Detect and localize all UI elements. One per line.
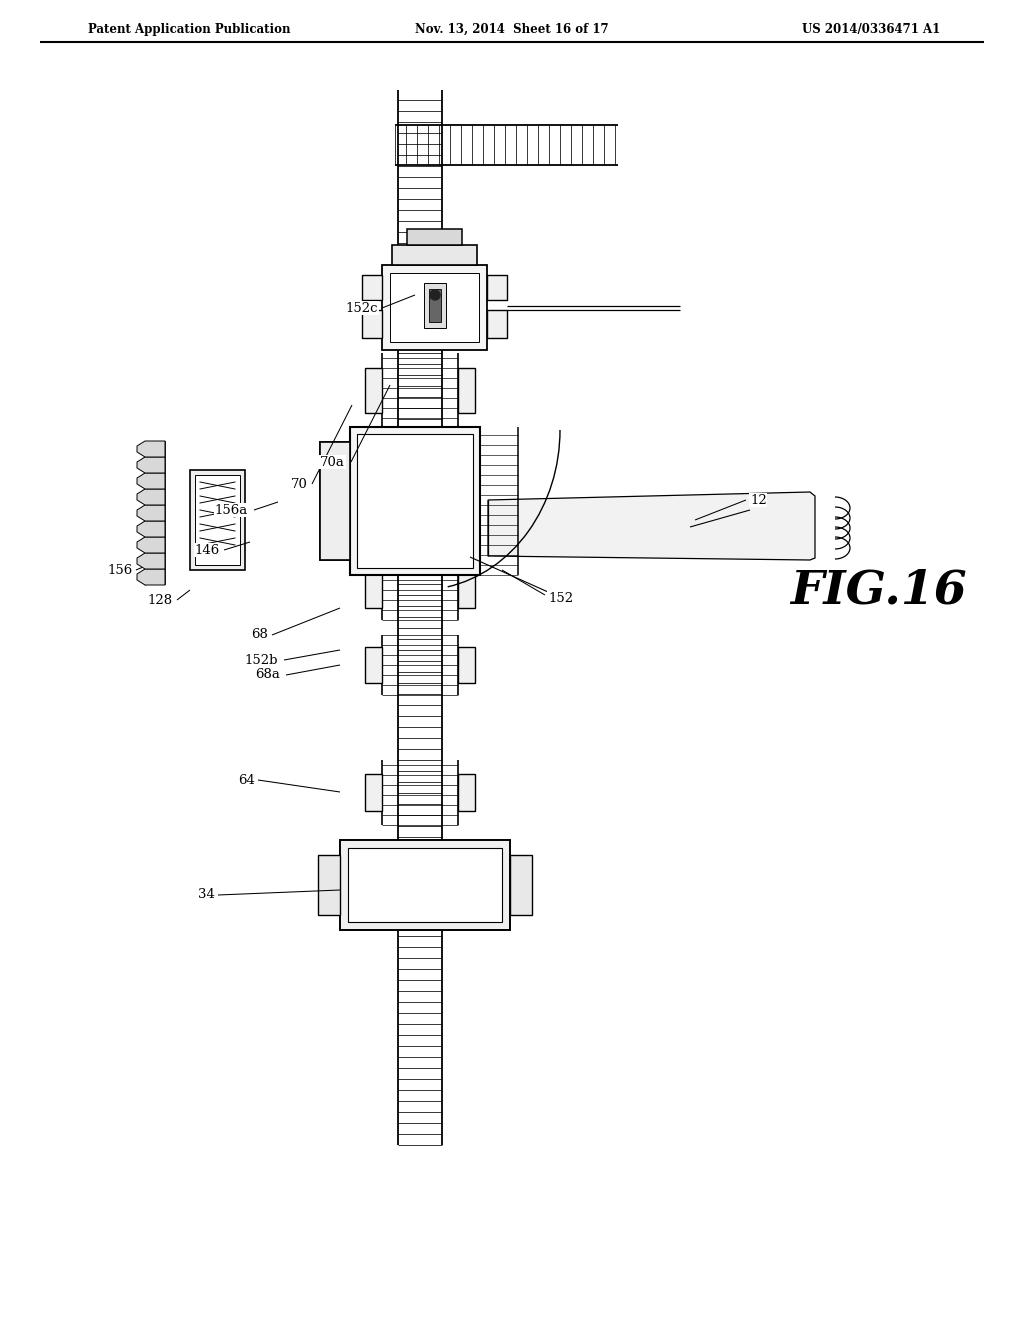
Bar xyxy=(390,273,479,342)
Text: 12: 12 xyxy=(750,494,767,507)
Text: US 2014/0336471 A1: US 2014/0336471 A1 xyxy=(802,22,940,36)
Bar xyxy=(365,647,382,682)
Text: 128: 128 xyxy=(147,594,173,606)
Bar xyxy=(392,246,477,265)
Polygon shape xyxy=(137,553,165,569)
Bar xyxy=(365,572,382,609)
Text: 156a: 156a xyxy=(215,503,248,516)
Bar xyxy=(319,442,350,560)
Bar xyxy=(195,475,240,565)
Bar xyxy=(318,855,340,915)
Text: 156: 156 xyxy=(108,564,133,577)
Polygon shape xyxy=(137,488,165,506)
Text: 70: 70 xyxy=(291,478,308,491)
Text: Patent Application Publication: Patent Application Publication xyxy=(88,22,291,36)
Polygon shape xyxy=(137,473,165,488)
Bar xyxy=(510,855,532,915)
Polygon shape xyxy=(137,537,165,553)
Polygon shape xyxy=(137,441,165,457)
Bar xyxy=(487,310,507,338)
Text: 152: 152 xyxy=(548,591,573,605)
Bar xyxy=(357,434,473,568)
Circle shape xyxy=(430,290,440,300)
Polygon shape xyxy=(137,506,165,521)
Text: 68: 68 xyxy=(251,628,268,642)
Text: 152b: 152b xyxy=(245,653,278,667)
Text: Nov. 13, 2014  Sheet 16 of 17: Nov. 13, 2014 Sheet 16 of 17 xyxy=(415,22,609,36)
Text: 64: 64 xyxy=(239,774,255,787)
Bar xyxy=(458,774,475,810)
Text: 68a: 68a xyxy=(255,668,280,681)
Polygon shape xyxy=(137,521,165,537)
Bar xyxy=(362,275,382,300)
Bar xyxy=(382,265,487,350)
Bar xyxy=(458,572,475,609)
Bar xyxy=(350,426,480,576)
Bar xyxy=(365,774,382,810)
Polygon shape xyxy=(137,457,165,473)
Text: FIG.16: FIG.16 xyxy=(790,568,967,612)
Bar xyxy=(407,228,462,246)
Polygon shape xyxy=(488,492,815,560)
Bar xyxy=(458,647,475,682)
Bar xyxy=(348,847,502,921)
Bar xyxy=(362,310,382,338)
Bar xyxy=(340,840,510,931)
Polygon shape xyxy=(137,569,165,585)
Text: 152c: 152c xyxy=(345,301,378,314)
Bar xyxy=(487,275,507,300)
Text: 146: 146 xyxy=(195,544,220,557)
Text: 70a: 70a xyxy=(321,455,345,469)
Bar xyxy=(429,289,441,322)
Bar xyxy=(319,442,350,560)
Bar xyxy=(424,282,446,327)
Text: 34: 34 xyxy=(198,888,215,902)
Bar xyxy=(190,470,245,570)
Bar xyxy=(365,368,382,413)
Bar xyxy=(458,368,475,413)
